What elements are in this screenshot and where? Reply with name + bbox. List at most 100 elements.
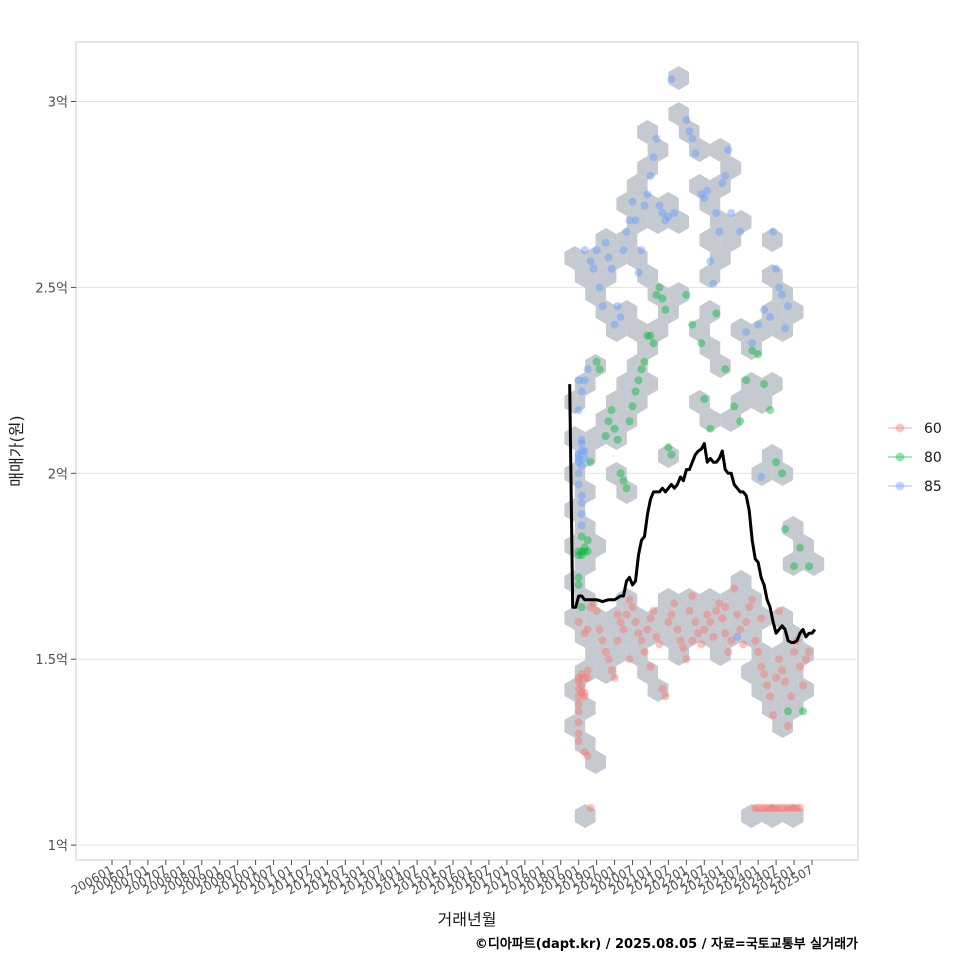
point-60	[574, 684, 583, 693]
hexbin-cell	[761, 660, 783, 684]
point-80	[664, 443, 673, 452]
hexbin-cell	[793, 534, 814, 558]
point-80	[616, 469, 625, 478]
point-85	[616, 313, 625, 322]
hexbin-cell	[709, 138, 731, 162]
hexbin-cell	[751, 642, 773, 666]
point-60	[664, 618, 673, 627]
point-60	[622, 610, 631, 619]
hexbin-cell	[689, 606, 710, 630]
hexbin-cell	[647, 678, 669, 702]
point-85	[574, 450, 583, 459]
point-60	[754, 803, 763, 812]
hexbin-cell	[699, 300, 721, 324]
hexbin-cell	[658, 444, 679, 468]
point-60	[589, 599, 598, 608]
hexbin-cell	[782, 300, 804, 324]
point-80	[577, 603, 586, 612]
hexbin-cell	[574, 264, 596, 288]
point-85	[772, 264, 781, 273]
hexbin-cell	[678, 588, 700, 612]
hexbin-cell	[678, 120, 700, 144]
x-axis-title: 거래년월	[438, 910, 497, 929]
point-80	[766, 406, 775, 415]
hexbin-cell	[730, 318, 752, 342]
hexbin-cell	[574, 804, 596, 828]
hexbin-cell	[564, 498, 586, 522]
point-85	[667, 75, 676, 84]
point-85	[781, 324, 790, 333]
point-60	[619, 625, 628, 634]
hexbin-cell	[658, 588, 679, 612]
point-60	[745, 603, 754, 612]
hexbin-cell	[616, 192, 638, 216]
point-60	[715, 599, 724, 608]
point-60	[583, 673, 592, 682]
point-60	[775, 803, 784, 812]
point-85	[598, 301, 607, 310]
hexbin-cell	[616, 480, 638, 504]
hexbin-cell	[772, 282, 794, 306]
hexbin-cell	[678, 624, 700, 648]
point-60	[574, 677, 583, 686]
point-60	[583, 666, 592, 675]
hexbin-cell	[668, 66, 690, 90]
point-80	[577, 551, 586, 560]
hexbin-cell	[720, 588, 742, 612]
point-60	[697, 640, 706, 649]
point-80	[784, 707, 793, 716]
y-tick-label: 1.5억	[35, 653, 68, 668]
hexbin-cell	[626, 210, 648, 234]
hexbin-cell	[647, 138, 669, 162]
hexbin-cell	[751, 606, 773, 630]
point-85	[637, 246, 646, 255]
point-60	[679, 644, 688, 653]
point-80	[805, 562, 814, 571]
point-85	[625, 216, 634, 225]
point-60	[769, 803, 778, 812]
trend-line-layer	[568, 384, 817, 644]
point-80	[748, 346, 757, 355]
point-60	[685, 606, 694, 615]
hexbin-cell	[741, 804, 762, 828]
point-60	[577, 670, 586, 679]
hexbin-cell	[751, 462, 773, 486]
point-80	[778, 469, 787, 478]
hexbin-cell	[793, 678, 814, 702]
point-85	[682, 116, 691, 125]
point-60	[667, 610, 676, 619]
legend-key-dot	[895, 481, 905, 491]
point-80	[574, 547, 583, 556]
point-60	[757, 614, 766, 623]
point-80	[583, 536, 592, 545]
point-60	[574, 692, 583, 701]
hexbin-cell	[668, 606, 690, 630]
point-60	[676, 636, 685, 645]
point-85	[577, 387, 586, 396]
point-85	[715, 227, 724, 236]
point-85	[712, 209, 721, 218]
hexbin-cell	[574, 444, 596, 468]
point-80	[667, 450, 676, 459]
point-85	[775, 283, 784, 292]
hexbin-cell	[626, 246, 648, 270]
point-60	[598, 636, 607, 645]
point-60	[721, 629, 730, 638]
hexbin-cell	[658, 192, 679, 216]
point-80	[646, 331, 655, 340]
hexbin-cell	[668, 282, 690, 306]
point-85	[760, 305, 769, 314]
point-60	[628, 603, 637, 612]
hexbin-cell	[564, 714, 586, 738]
hexbin-cell	[720, 624, 742, 648]
point-80	[712, 309, 721, 318]
point-80	[634, 376, 643, 385]
point-60	[751, 636, 760, 645]
hexbin-cell	[585, 282, 606, 306]
point-60	[580, 688, 589, 697]
hexbin-cell	[574, 732, 596, 756]
point-60	[736, 625, 745, 634]
hexbin-cell	[772, 318, 794, 342]
point-85	[574, 469, 583, 478]
hexbin-cell	[595, 228, 617, 252]
